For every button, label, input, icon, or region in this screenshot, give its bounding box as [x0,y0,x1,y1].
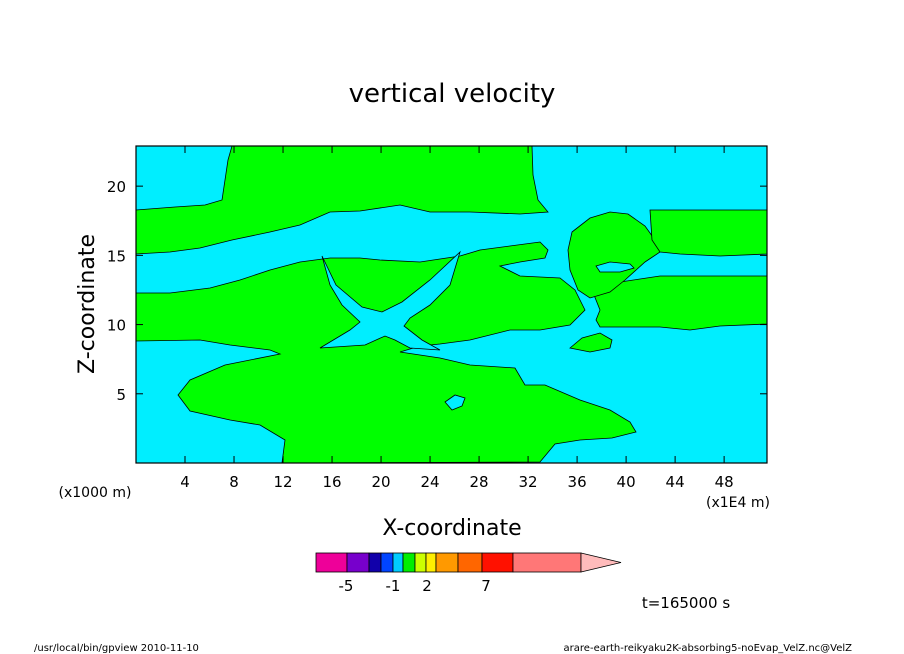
small-ascent-blob [569,332,613,353]
bottom-right-ascent-strip [649,209,768,257]
colorbar-segment [512,552,582,573]
x-tick-label: 8 [229,473,239,491]
y-tick-label: 10 [107,317,126,335]
upper-right-hole [595,261,635,273]
upper-right-ascent-blob [567,211,661,299]
x-tick-label: 48 [715,473,734,491]
colorbar-tick-label: 2 [422,577,432,595]
colorbar-segment [457,552,483,573]
x-shaped-descent [319,250,461,351]
x-axis-label: X-coordinate [382,516,521,541]
colorbar-tick-label: -1 [386,577,401,595]
x-tick-label: 4 [180,473,190,491]
colorbar-segment [368,552,382,573]
y-axis-label: Z-coordinate [75,234,100,374]
x-tick-label: 16 [322,473,341,491]
ascent-regions [135,145,768,464]
colorbar-tick-labels: -5 -1 2 7 [339,577,491,595]
x-tick-label: 28 [470,473,489,491]
y-tick-label: 15 [107,247,126,265]
x-tick-label: 32 [519,473,538,491]
colorbar-segment [346,552,370,573]
colorbar-segment [481,552,514,573]
colorbar [315,552,622,573]
x-tick-label: 20 [372,473,391,491]
x-tick-label: 40 [617,473,636,491]
colorbar-segment [414,552,427,573]
x-unit-label: (x1E4 m) [706,495,770,511]
colorbar-segment [425,552,437,573]
x-tick-label: 44 [666,473,685,491]
y-tick-label: 5 [116,386,126,404]
lower-ascent-region [135,241,637,464]
chart-title: vertical velocity [349,79,556,109]
upper-ascent-band [135,145,549,255]
y-axis: 5 10 15 20 [107,178,767,404]
colorbar-segment [315,552,348,573]
x-tick-label: 36 [568,473,587,491]
colorbar-tick-label: -5 [339,577,354,595]
small-hole [444,394,466,411]
colorbar-segment [435,552,459,573]
time-label: t=165000 s [642,594,730,612]
x-axis: 4 8 12 16 20 24 28 32 36 40 44 48 [180,146,734,491]
x-tick-label: 12 [273,473,292,491]
x-tick-label: 24 [421,473,440,491]
footer-right: arare-earth-reikyaku2K-absorbing5-noEvap… [564,643,853,654]
colorbar-arrow [580,552,622,573]
plot-frame [135,145,768,464]
y-unit-label: (x1000 m) [59,485,132,501]
colorbar-segment [392,552,404,573]
footer-left: /usr/local/bin/gpview 2010-11-10 [34,643,199,654]
descent-holes [319,250,635,411]
y-tick-label: 20 [107,178,126,196]
colorbar-segment [380,552,394,573]
colorbar-tick-label: 7 [481,577,491,595]
colorbar-segment [402,552,416,573]
right-ascent-band [591,275,768,331]
